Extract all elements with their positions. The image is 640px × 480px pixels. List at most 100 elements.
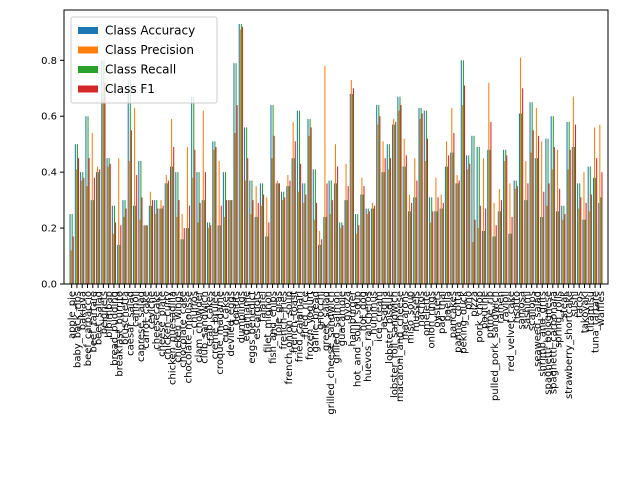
x-tick-label: prime_rib [485, 291, 496, 338]
bar-class-recall [256, 216, 258, 284]
bar-class-precision [461, 105, 463, 284]
bar-class-recall [399, 96, 401, 284]
bar-class-recall [293, 158, 295, 284]
bar-class-recall [298, 110, 301, 285]
x-tick-label: chocolate_cake [178, 291, 189, 368]
x-tick-label: bruschetta [120, 291, 131, 345]
x-tick-label: peking_duck [458, 291, 469, 354]
x-tick-label: clam_chowder [194, 290, 205, 363]
x-tick-label: french_toast [289, 291, 300, 353]
x-tick-label: hummus [369, 291, 380, 335]
bar-class-recall [71, 214, 73, 284]
bars-layer [69, 23, 603, 285]
x-tick-label: paella [443, 291, 454, 321]
bar-class-f1 [368, 211, 370, 284]
bar-class-accuracy [185, 228, 187, 284]
bar-class-accuracy [249, 180, 251, 284]
bar-class-precision [134, 107, 136, 284]
bar-class-recall [113, 205, 115, 284]
bar-class-recall [224, 172, 227, 284]
bar-class-accuracy [429, 197, 431, 284]
bar-class-f1 [442, 202, 444, 284]
bar-class-recall [457, 183, 459, 284]
bar-class-recall [219, 225, 221, 284]
bar-class-precision [160, 200, 162, 284]
bar-class-recall [161, 208, 163, 284]
x-tick-label: chicken_curry [162, 291, 173, 360]
bar-class-f1 [247, 158, 249, 284]
x-tick-label: lasagna [379, 291, 390, 330]
bar-class-recall [536, 158, 538, 284]
x-tick-label: eggs_benedict [247, 291, 258, 364]
bar-class-accuracy [122, 200, 124, 284]
bar-class-f1 [448, 155, 450, 284]
legend-label: Class Precision [105, 43, 194, 57]
bar-class-precision [562, 219, 564, 284]
bar-class-precision [118, 158, 120, 284]
bar-class-f1 [569, 149, 571, 284]
x-tick-label: hamburger [347, 290, 358, 346]
bar-class-precision [393, 119, 395, 284]
x-tick-label: beef_carpaccio [83, 291, 94, 366]
bar-class-recall [182, 239, 184, 284]
bar-class-precision [504, 160, 506, 284]
x-tick-label: scallops [527, 291, 538, 331]
bar-class-recall [314, 169, 316, 284]
x-axis: apple_piebaby_back_ribsbaklavabeef_carpa… [67, 284, 607, 415]
bar-class-precision [144, 225, 146, 284]
bar-class-recall [325, 216, 327, 284]
bar-class-f1 [241, 26, 243, 285]
bar-class-f1 [352, 88, 354, 284]
x-tick-label: breakfast_burrito [115, 291, 126, 377]
bar-class-recall [87, 116, 89, 285]
x-tick-label: ice_cream [374, 291, 385, 342]
bar-class-f1 [453, 133, 455, 284]
bar-class-recall [140, 160, 142, 284]
bar-class-accuracy [587, 166, 589, 284]
bar-class-recall [473, 135, 475, 284]
x-tick-label: tacos [575, 291, 586, 318]
bar-class-f1 [469, 163, 471, 284]
bar-class-accuracy [312, 169, 314, 284]
bar-class-precision [451, 107, 453, 284]
x-tick-label: seaweed_salad [532, 291, 543, 367]
bar-class-recall [521, 113, 523, 284]
bar-class-precision [578, 208, 580, 284]
bar-class-recall [579, 183, 581, 284]
x-tick-label: guacamole [337, 291, 348, 346]
y-tick-label: 0.8 [41, 56, 57, 67]
bar-class-accuracy [80, 172, 82, 284]
bar-class-f1 [479, 205, 481, 284]
x-tick-label: red_velvet_cake [506, 291, 517, 371]
x-tick-label: oysters [432, 291, 443, 328]
x-tick-label: omelette [421, 291, 432, 336]
bar-class-f1 [601, 172, 603, 284]
bar-class-accuracy [106, 158, 108, 284]
bar-class-recall [499, 211, 501, 284]
x-tick-label: onion_rings [427, 291, 438, 348]
x-tick-label: chicken_wings [173, 291, 184, 363]
bar-class-f1 [236, 105, 238, 284]
bar-class-recall [568, 121, 570, 284]
bar-class-f1 [109, 163, 111, 284]
bar-class-f1 [363, 186, 365, 284]
x-tick-label: gyoza [342, 291, 353, 321]
bar-class-accuracy [159, 208, 161, 284]
x-tick-label: tuna_tartare [591, 291, 602, 353]
bar-class-accuracy [444, 166, 446, 284]
bar-class-f1 [416, 180, 418, 284]
bar-class-f1 [458, 180, 460, 284]
bar-class-precision [599, 124, 601, 284]
x-tick-label: chocolate_mousse [183, 291, 194, 383]
bar-class-recall [346, 200, 348, 284]
bar-class-accuracy [598, 202, 600, 284]
bar-class-precision [583, 172, 585, 284]
bar-class-recall [283, 191, 285, 284]
bar-class-f1 [337, 166, 339, 284]
bar-class-f1 [77, 158, 80, 284]
x-tick-label: ceviche [146, 291, 157, 329]
bar-class-f1 [178, 200, 180, 284]
x-tick-label: huevos_rancheros [363, 291, 374, 382]
bar-class-recall [209, 222, 211, 284]
bar-class-accuracy [540, 216, 542, 284]
